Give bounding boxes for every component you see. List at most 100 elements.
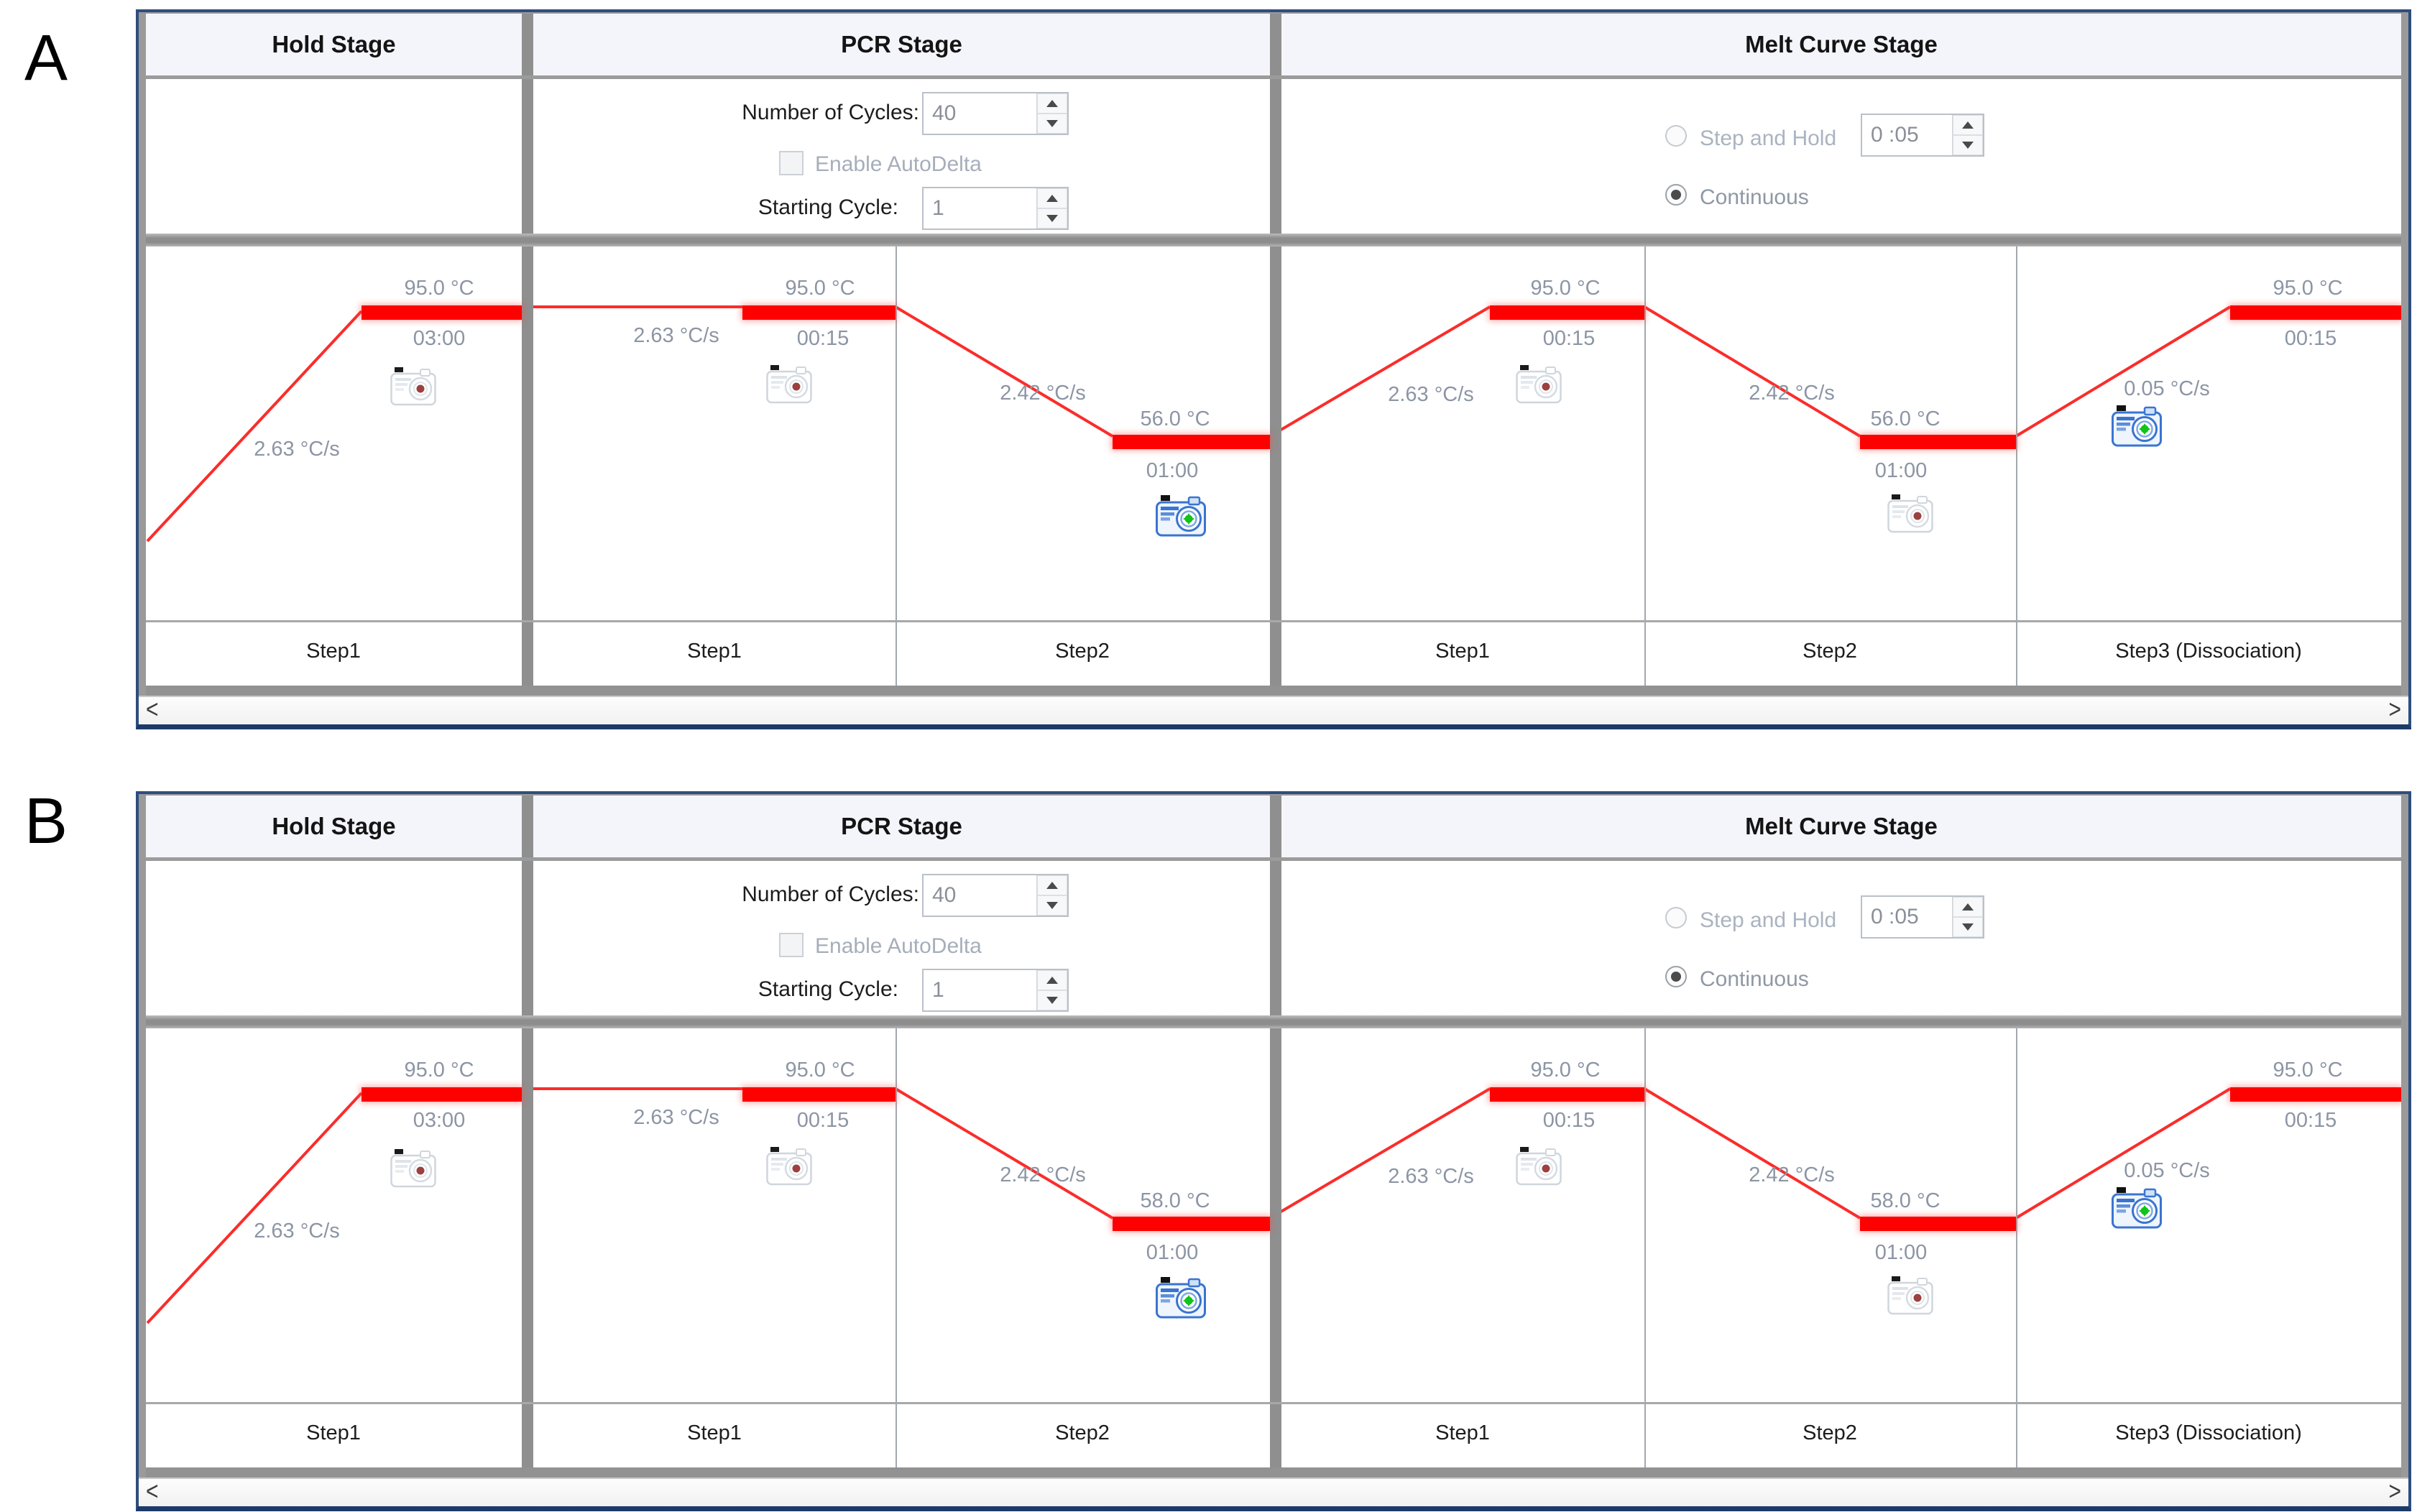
ramp-rate-label[interactable]: 0.05 °C/s [2124, 1159, 2210, 1182]
time-label[interactable]: 00:15 [1542, 327, 1596, 350]
step-and-hold-radio[interactable] [1665, 907, 1687, 928]
camera-disabled-icon[interactable] [766, 365, 812, 407]
camera-disabled-icon[interactable] [390, 1149, 436, 1191]
camera-disabled-icon[interactable] [1516, 365, 1562, 407]
camera-enabled-icon[interactable] [2112, 405, 2162, 451]
spinner-down-button[interactable] [1953, 917, 1983, 937]
continuous-radio[interactable] [1665, 966, 1687, 987]
continuous-radio[interactable] [1665, 184, 1687, 206]
ramp-rate-label[interactable]: 2.63 °C/s [633, 1106, 719, 1129]
temp-label[interactable]: 95.0 °C [2273, 277, 2343, 300]
time-label[interactable]: 01:00 [1146, 1241, 1199, 1264]
temp-bar-melt-step1[interactable] [1490, 1087, 1644, 1102]
camera-disabled-icon[interactable] [390, 367, 436, 410]
starting-cycle-input[interactable] [924, 188, 1036, 229]
ramp-rate-label[interactable]: 2.63 °C/s [633, 324, 719, 347]
starting-cycle-spinner[interactable] [1036, 970, 1067, 1010]
scroll-left-arrow[interactable]: < [146, 1477, 159, 1506]
ramp-rate-label[interactable]: 2.63 °C/s [254, 1220, 340, 1243]
ramp-rate-label[interactable]: 2.63 °C/s [1388, 1165, 1474, 1188]
time-label[interactable]: 01:00 [1146, 459, 1199, 482]
ramp-rate-label[interactable]: 2.42 °C/s [1000, 1163, 1086, 1186]
ramp-rate-label[interactable]: 2.63 °C/s [254, 438, 340, 461]
ramp-rate-label[interactable]: 0.05 °C/s [2124, 377, 2210, 400]
temp-bar-pcr-step1[interactable] [742, 1087, 896, 1102]
time-label[interactable]: 03:00 [413, 1109, 466, 1132]
step-and-hold-time-spinner[interactable] [1952, 115, 1983, 155]
spinner-down-button[interactable] [1037, 895, 1067, 916]
temp-bar-pcr-step2[interactable] [1113, 435, 1270, 449]
camera-disabled-icon[interactable] [766, 1147, 812, 1189]
starting-cycle-input[interactable] [924, 970, 1036, 1010]
temp-label[interactable]: 95.0 °C [2273, 1059, 2343, 1082]
time-label[interactable]: 00:15 [1542, 1109, 1596, 1132]
spinner-up-button[interactable] [1953, 897, 1983, 917]
temp-label[interactable]: 58.0 °C [1140, 1189, 1210, 1212]
temp-bar-melt-step3[interactable] [2230, 305, 2401, 320]
time-label[interactable]: 03:00 [413, 327, 466, 350]
enable-autodelta-checkbox[interactable] [779, 933, 804, 957]
spinner-up-button[interactable] [1037, 970, 1067, 990]
temp-bar-pcr-step2[interactable] [1113, 1217, 1270, 1231]
temp-label[interactable]: 95.0 °C [785, 1059, 855, 1082]
spinner-up-button[interactable] [1953, 115, 1983, 135]
enable-autodelta-checkbox[interactable] [779, 151, 804, 175]
stage-divider [522, 79, 533, 234]
number-of-cycles-spinner[interactable] [1036, 93, 1067, 134]
temp-bar-hold-step1[interactable] [362, 1087, 522, 1102]
temp-label[interactable]: 58.0 °C [1870, 1189, 1940, 1212]
temp-bar-melt-step3[interactable] [2230, 1087, 2401, 1102]
time-label[interactable]: 00:15 [796, 327, 850, 350]
spinner-down-button[interactable] [1037, 990, 1067, 1010]
temp-bar-melt-step2[interactable] [1860, 1217, 2016, 1231]
number-of-cycles-input[interactable] [924, 93, 1036, 134]
ramp-rate-label[interactable]: 2.63 °C/s [1388, 383, 1474, 406]
temp-label[interactable]: 95.0 °C [404, 277, 474, 300]
scroll-right-arrow[interactable]: > [2388, 695, 2401, 724]
scroll-left-arrow[interactable]: < [146, 695, 159, 724]
spinner-down-button[interactable] [1953, 135, 1983, 155]
ramp-rate-label[interactable]: 2.42 °C/s [1749, 1163, 1835, 1186]
spinner-up-button[interactable] [1037, 93, 1067, 114]
spinner-down-button[interactable] [1037, 114, 1067, 134]
temp-label[interactable]: 56.0 °C [1140, 407, 1210, 430]
time-label[interactable]: 01:00 [1874, 459, 1928, 482]
time-label[interactable]: 00:15 [2284, 327, 2337, 350]
spinner-up-button[interactable] [1037, 188, 1067, 208]
step-and-hold-time-input[interactable] [1862, 115, 1952, 155]
camera-enabled-icon[interactable] [2112, 1187, 2162, 1232]
scroll-right-arrow[interactable]: > [2388, 1477, 2401, 1506]
stage-divider [522, 622, 533, 686]
ramp-rate-label[interactable]: 2.42 °C/s [1749, 382, 1835, 405]
camera-disabled-icon[interactable] [1887, 494, 1933, 537]
stage-divider [522, 246, 533, 620]
camera-disabled-icon[interactable] [1516, 1147, 1562, 1189]
camera-enabled-icon[interactable] [1156, 1277, 1206, 1322]
time-label[interactable]: 01:00 [1874, 1241, 1928, 1264]
temp-label[interactable]: 95.0 °C [1530, 1059, 1601, 1082]
temp-label[interactable]: 56.0 °C [1870, 407, 1940, 430]
time-label[interactable]: 00:15 [796, 1109, 850, 1132]
temp-bar-melt-step2[interactable] [1860, 435, 2016, 449]
camera-enabled-icon[interactable] [1156, 495, 1206, 540]
horizontal-scrollbar[interactable]: < > [139, 696, 2408, 724]
ramp-rate-label[interactable]: 2.42 °C/s [1000, 382, 1086, 405]
number-of-cycles-spinner[interactable] [1036, 875, 1067, 916]
camera-disabled-icon[interactable] [1887, 1276, 1933, 1319]
step-and-hold-time-input[interactable] [1862, 897, 1952, 937]
temp-label[interactable]: 95.0 °C [785, 277, 855, 300]
temp-bar-pcr-step1[interactable] [742, 305, 896, 320]
step-and-hold-time-spinner[interactable] [1952, 897, 1983, 937]
temp-bar-melt-step1[interactable] [1490, 305, 1644, 320]
step-and-hold-radio[interactable] [1665, 125, 1687, 147]
temp-label[interactable]: 95.0 °C [1530, 277, 1601, 300]
stage-divider [1270, 861, 1281, 1015]
starting-cycle-spinner[interactable] [1036, 188, 1067, 229]
time-label[interactable]: 00:15 [2284, 1109, 2337, 1132]
number-of-cycles-input[interactable] [924, 875, 1036, 916]
spinner-up-button[interactable] [1037, 875, 1067, 895]
temp-bar-hold-step1[interactable] [362, 305, 522, 320]
horizontal-scrollbar[interactable]: < > [139, 1478, 2408, 1506]
spinner-down-button[interactable] [1037, 208, 1067, 229]
temp-label[interactable]: 95.0 °C [404, 1059, 474, 1082]
